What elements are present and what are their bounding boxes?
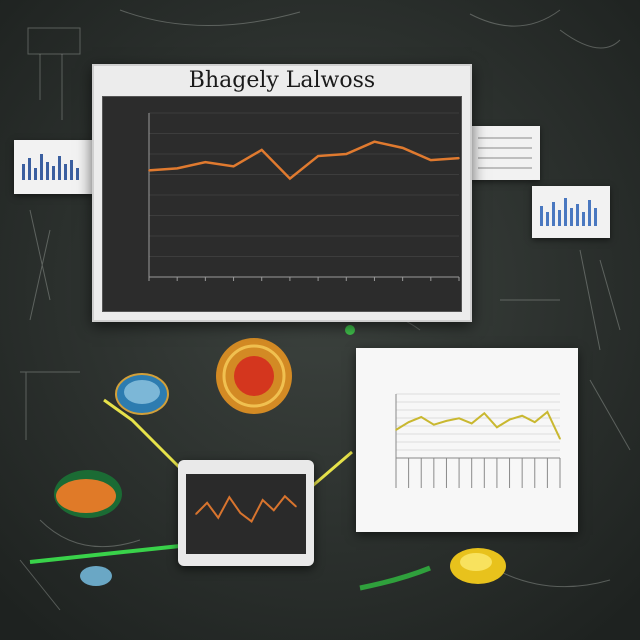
data-point: [217, 516, 220, 519]
orange-seed-icon: [54, 470, 122, 518]
yellow-disc-icon: [450, 548, 506, 584]
data-point: [345, 153, 348, 155]
data-point: [206, 502, 208, 504]
series-line: [148, 140, 460, 181]
blue-stone-icon: [115, 373, 169, 415]
data-point: [407, 421, 410, 423]
series-line: [395, 410, 561, 440]
mini-bars-left: [22, 154, 79, 180]
tablet-line-chart: [195, 494, 297, 523]
data-point: [445, 420, 448, 422]
data-point: [483, 412, 486, 414]
series-line: [195, 494, 297, 523]
main-line-chart: [148, 112, 460, 281]
connector-left: [103, 398, 188, 476]
mini-bars-right: [540, 198, 597, 226]
data-point: [250, 520, 253, 523]
data-point: [295, 505, 297, 508]
data-point: [458, 157, 460, 159]
mini-chart-card-left: [14, 140, 92, 194]
data-point: [289, 177, 291, 180]
data-point: [272, 509, 275, 512]
data-point: [559, 438, 561, 440]
mini-grid-top-right: [478, 137, 532, 169]
report-document: [356, 348, 578, 532]
data-point: [401, 147, 404, 149]
mini-chart-card-right: [532, 186, 610, 238]
mini-chart-card-top-right: [470, 126, 540, 180]
data-point: [195, 513, 197, 515]
data-point: [204, 161, 207, 163]
data-point: [228, 496, 231, 498]
small-blue-pebble-icon: [80, 566, 112, 586]
data-point: [232, 165, 235, 168]
data-point: [521, 414, 523, 417]
data-point: [176, 167, 178, 170]
connector-right: [309, 450, 353, 490]
data-point: [433, 423, 435, 426]
orange-coil-icon: [216, 338, 292, 414]
data-point: [420, 416, 423, 418]
monitor-title: Bhagely Lalwoss: [188, 68, 376, 93]
data-point: [148, 169, 150, 172]
monitor-screen: [102, 96, 462, 312]
green-stroke: [29, 544, 181, 564]
data-point: [496, 426, 498, 429]
data-point: [546, 411, 549, 413]
green-dot-icon: [345, 325, 355, 335]
data-point: [260, 149, 263, 151]
data-point: [470, 422, 473, 425]
data-point: [430, 159, 432, 161]
data-point: [533, 421, 536, 423]
document-line-chart: [395, 393, 561, 488]
data-point: [261, 499, 264, 501]
green-stroke-right: [359, 565, 431, 591]
data-point: [458, 417, 460, 420]
data-point: [317, 155, 319, 157]
data-point: [239, 512, 242, 514]
data-point: [395, 429, 397, 431]
tablet-device: [178, 460, 314, 566]
data-point: [284, 495, 286, 498]
tablet-screen: [186, 474, 306, 554]
data-point: [508, 418, 511, 421]
main-monitor: Bhagely Lalwoss: [92, 64, 472, 322]
data-point: [373, 140, 376, 143]
